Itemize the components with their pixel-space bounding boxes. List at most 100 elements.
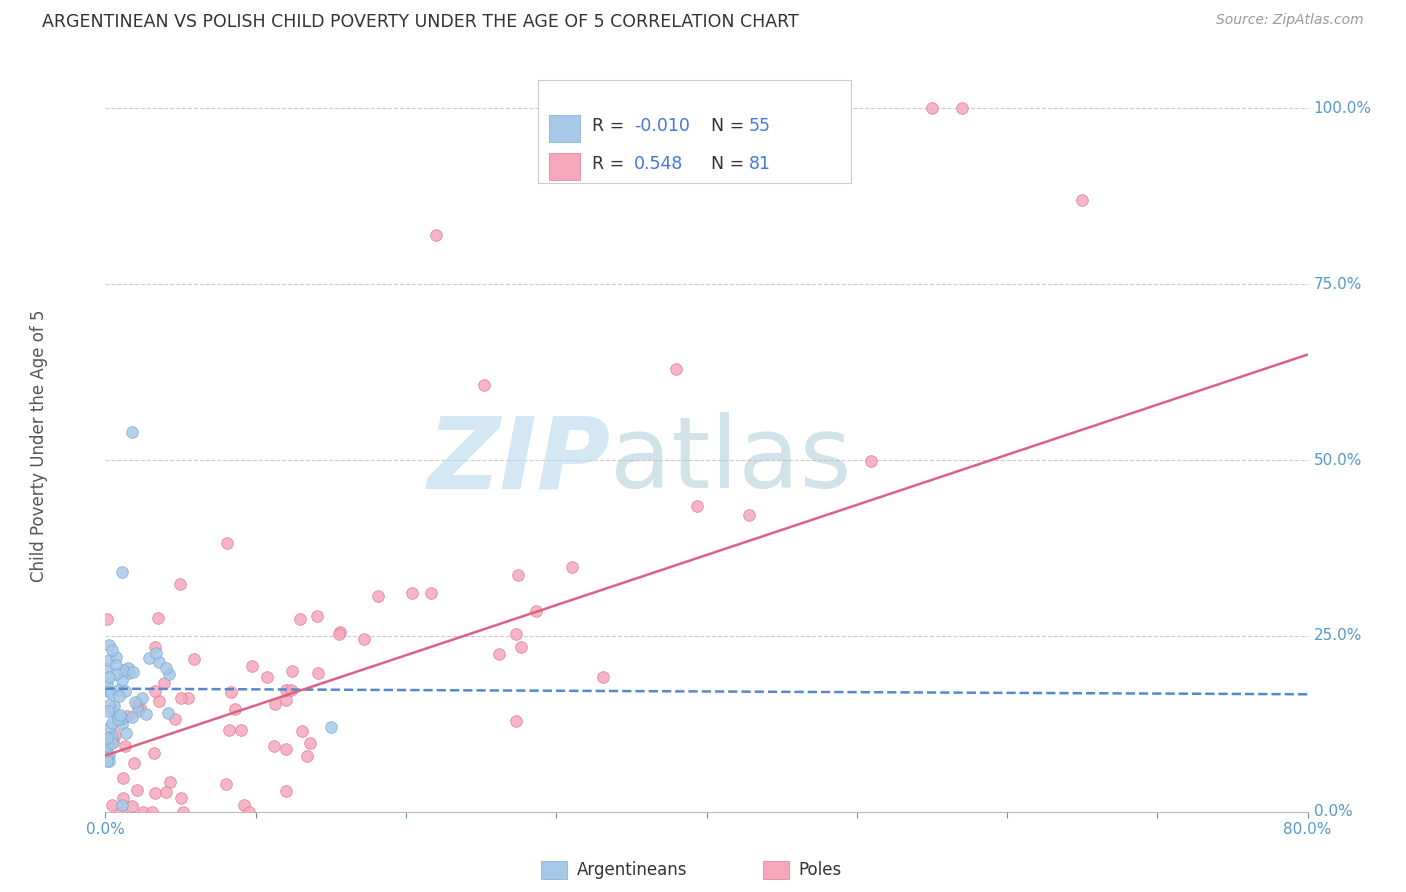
Point: [214, 776, 236, 790]
Point: [215, 536, 238, 550]
Point: [114, 739, 136, 753]
Point: [127, 704, 149, 718]
Point: [291, 724, 314, 739]
Point: [101, 642, 124, 657]
Text: 55: 55: [749, 118, 770, 136]
Point: [307, 609, 329, 624]
Point: [240, 658, 263, 673]
Point: [145, 647, 167, 661]
Point: [111, 566, 134, 580]
Text: Argentineans: Argentineans: [576, 861, 688, 879]
Text: N =: N =: [711, 118, 749, 136]
Point: [111, 664, 134, 678]
Point: [274, 693, 297, 707]
Point: [276, 683, 298, 698]
Point: [121, 710, 143, 724]
Point: [122, 665, 145, 679]
Point: [169, 790, 191, 805]
Point: [111, 771, 134, 785]
Point: [665, 361, 688, 376]
Point: [921, 102, 943, 116]
Point: [125, 698, 148, 712]
Text: Child Poverty Under the Age of 5: Child Poverty Under the Age of 5: [31, 310, 48, 582]
Point: [177, 690, 200, 705]
Point: [950, 102, 973, 116]
Point: [169, 577, 191, 591]
Point: [224, 701, 246, 715]
Point: [148, 656, 170, 670]
Point: [145, 786, 167, 800]
Point: [111, 716, 134, 731]
Point: [122, 756, 145, 770]
Point: [98, 720, 121, 734]
Text: R =: R =: [592, 118, 630, 136]
Point: [96, 676, 118, 690]
Point: [98, 670, 121, 684]
Point: [1071, 193, 1094, 207]
Text: R =: R =: [592, 155, 636, 173]
Point: [232, 798, 254, 813]
Point: [98, 638, 121, 652]
Point: [108, 712, 131, 726]
Point: [131, 805, 153, 819]
Point: [143, 640, 166, 654]
Point: [264, 697, 287, 711]
Point: [256, 670, 278, 684]
Text: 0.548: 0.548: [634, 155, 683, 173]
Point: [100, 736, 122, 750]
Point: [295, 749, 318, 764]
Point: [425, 227, 447, 242]
Point: [329, 624, 352, 639]
Point: [105, 658, 128, 673]
Point: [505, 714, 527, 728]
Point: [115, 726, 138, 740]
Point: [97, 747, 120, 762]
Point: [117, 661, 139, 675]
Point: [148, 694, 170, 708]
Point: [141, 805, 163, 819]
Point: [97, 704, 120, 718]
Point: [353, 632, 375, 646]
Point: [110, 805, 132, 819]
Text: N =: N =: [711, 155, 749, 173]
Point: [231, 723, 253, 737]
Point: [97, 730, 120, 744]
Point: [367, 589, 389, 603]
Point: [172, 805, 194, 819]
Point: [155, 784, 177, 798]
Point: [111, 797, 134, 812]
Point: [104, 667, 127, 681]
Point: [100, 686, 122, 700]
Point: [506, 567, 529, 582]
Point: [319, 720, 342, 734]
Point: [276, 741, 298, 756]
Point: [159, 774, 181, 789]
Point: [121, 798, 143, 813]
Point: [108, 707, 131, 722]
Point: [107, 689, 129, 703]
Point: [96, 739, 118, 754]
Point: [96, 750, 118, 764]
Point: [263, 739, 285, 753]
Point: [561, 560, 583, 574]
Point: [121, 425, 143, 439]
Point: [155, 661, 177, 675]
Point: [298, 736, 321, 750]
Text: 75.0%: 75.0%: [1313, 277, 1362, 292]
Point: [124, 695, 146, 709]
Point: [472, 378, 495, 392]
Point: [328, 627, 350, 641]
Text: 0.0%: 0.0%: [1313, 805, 1353, 819]
Point: [859, 453, 882, 467]
Point: [281, 664, 304, 678]
Point: [157, 706, 180, 720]
Point: [419, 586, 441, 600]
Point: [104, 650, 127, 665]
Point: [488, 647, 510, 661]
Point: [103, 698, 125, 713]
Point: [127, 783, 149, 797]
Point: [157, 666, 180, 681]
Text: 50.0%: 50.0%: [1313, 452, 1362, 467]
Point: [592, 670, 614, 684]
Point: [104, 728, 127, 742]
